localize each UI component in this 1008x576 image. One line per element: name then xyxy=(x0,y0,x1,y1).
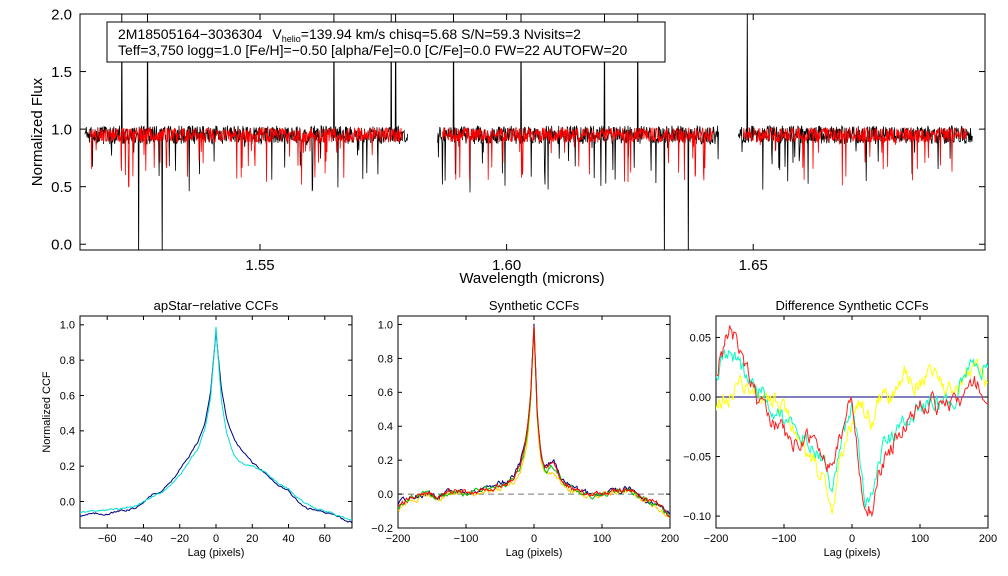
apstar-ccf-panel: −60 −40 −20 0 20 40 60 0.0 0.2 0.4 0.6 0.8 1.0 apSta… xyxy=(41,298,353,559)
apstar-ccf-title: apStar−relative CCFs xyxy=(154,298,279,313)
apstar_ccf-series-visit-1 xyxy=(80,329,352,524)
annotation-box xyxy=(106,21,666,63)
spectrum-xtick-label: 1.60 xyxy=(492,257,521,274)
difference-ccf-frame xyxy=(715,315,989,529)
synthetic_ccf-ytick-label: 1.0 xyxy=(378,319,393,331)
apstar-ccf-ylabel: Normalized CCF xyxy=(41,371,53,453)
synthetic_ccf-ytick-label: 0.2 xyxy=(378,455,393,467)
synthetic_ccf-ytick-label: 0.0 xyxy=(378,489,393,501)
difference_ccf-ytick-label: −0.05 xyxy=(683,451,711,463)
spectrum-ylabel: Normalized Flux xyxy=(29,77,46,186)
spectrum-lines xyxy=(84,14,973,250)
annotation-line1: 2M18505164−3036304 Vhelio=139.94 km/s chi… xyxy=(118,26,581,44)
difference_ccf-series-visit-1 xyxy=(716,358,988,515)
synthetic-ccf-panel: −200 −100 0 100 200 −0.2 0.0 0.2 0.4 0.6 0.8 1.0 Sy… xyxy=(371,298,679,559)
synthetic_ccf-series-visit-3 xyxy=(398,326,670,518)
synthetic-ccf-lines xyxy=(398,323,670,518)
difference_ccf-xtick-label: −100 xyxy=(772,533,797,545)
synthetic_ccf-ytick-label: 0.6 xyxy=(378,387,393,399)
difference-ccf-xlabel: Lag (pixels) xyxy=(824,547,881,559)
apstar_ccf-xtick-label: 40 xyxy=(282,533,294,545)
apstar_ccf-xtick-label: −40 xyxy=(134,533,153,545)
spectrum-ytick-label: 2.0 xyxy=(51,6,72,23)
apstar-ccf-xlabel: Lag (pixels) xyxy=(188,547,245,559)
spectrum-xlabel: Wavelength (microns) xyxy=(459,270,604,287)
spectrum-series-model xyxy=(89,126,968,188)
spectrum-ytick-label: 1.5 xyxy=(51,64,72,81)
synthetic_ccf-xtick-label: 100 xyxy=(593,533,611,545)
star-id: 2M18505164−3036304 xyxy=(118,26,263,42)
synthetic_ccf-ytick-label: 0.4 xyxy=(378,421,393,433)
difference_ccf-xtick-label: 200 xyxy=(979,533,997,545)
apstar_ccf-series-visit-2 xyxy=(80,326,352,521)
difference_ccf-series-visit-3 xyxy=(716,325,988,518)
synthetic_ccf-xtick-label: 0 xyxy=(531,533,537,545)
synthetic-ccf-ticks: −200 −100 0 100 200 −0.2 0.0 0.2 0.4 0.6 0.8 1.0 xyxy=(371,316,679,545)
apstar-ccf-frame xyxy=(79,315,353,529)
apstar_ccf-xtick-label: −20 xyxy=(170,533,189,545)
difference-ccf-panel: −200 −100 0 100 200 −0.10 −0.05 0.00 0.05 Differ… xyxy=(683,298,997,559)
difference_ccf-series-visit-2 xyxy=(716,348,988,508)
spectrum-ticks: 1.55 1.60 1.65 0.0 0.5 1.0 1.5 2.0 xyxy=(51,6,985,274)
v-prefix: V xyxy=(272,26,282,42)
synthetic_ccf-series-visit-2 xyxy=(398,328,670,518)
spectrum-frame xyxy=(79,13,986,251)
spectrum-xtick-label: 1.65 xyxy=(739,257,768,274)
difference_ccf-xtick-label: −200 xyxy=(704,533,729,545)
apstar_ccf-ytick-label: 0.2 xyxy=(60,461,75,473)
synthetic_ccf-ytick-label: −0.2 xyxy=(371,523,393,535)
difference_ccf-ytick-label: −0.10 xyxy=(683,511,711,523)
synthetic_ccf-ytick-label: 0.8 xyxy=(378,353,393,365)
synthetic_ccf-xtick-label: 200 xyxy=(661,533,679,545)
difference_ccf-xtick-label: 100 xyxy=(911,533,929,545)
difference-ccf-ticks: −200 −100 0 100 200 −0.10 −0.05 0.00 0.05 xyxy=(683,316,997,545)
synthetic_ccf-series-combined xyxy=(398,323,670,515)
spectrum-ytick-label: 1.0 xyxy=(51,121,72,138)
spectrum-plot-area xyxy=(84,14,973,250)
apstar_ccf-xtick-label: 20 xyxy=(246,533,258,545)
difference-ccf-lines xyxy=(716,325,988,518)
apstar_ccf-ytick-label: 0.6 xyxy=(60,390,75,402)
apstar_ccf-plot-area xyxy=(80,326,352,524)
apstar_ccf-ytick-label: 1.0 xyxy=(60,320,75,332)
apstar_ccf-ytick-label: 0.0 xyxy=(60,496,75,508)
spectrum-ytick-label: 0.5 xyxy=(51,179,72,196)
difference_ccf-plot-area xyxy=(716,325,988,518)
apstar_ccf-xtick-label: 0 xyxy=(213,533,219,545)
difference_ccf-xtick-label: 0 xyxy=(849,533,855,545)
v-value: =139.94 km/s chisq=5.68 S/N=59.3 Nvisits… xyxy=(301,26,581,42)
difference_ccf-ytick-label: 0.00 xyxy=(690,392,711,404)
apstar_ccf-ytick-label: 0.4 xyxy=(60,426,75,438)
spectrum-ytick-label: 0.0 xyxy=(51,236,72,253)
difference-ccf-title: Difference Synthetic CCFs xyxy=(776,298,929,313)
v-subscript: helio xyxy=(282,34,301,44)
apstar-ccf-lines xyxy=(80,326,352,524)
synthetic-ccf-xlabel: Lag (pixels) xyxy=(506,547,563,559)
annotation-line2: Teff=3,750 logg=1.0 [Fe/H]=−0.50 [alpha/… xyxy=(118,42,627,58)
synthetic-ccf-title: Synthetic CCFs xyxy=(489,298,580,313)
synthetic_ccf-xtick-label: −100 xyxy=(454,533,479,545)
apstar-ccf-ticks: −60 −40 −20 0 20 40 60 0.0 0.2 0.4 0.6 0.8 1.0 xyxy=(60,316,352,545)
synthetic_ccf-xtick-label: −200 xyxy=(386,533,411,545)
spectrum-panel: 1.55 1.60 1.65 0.0 0.5 1.0 1.5 2.0 Wavelength (… xyxy=(29,6,986,287)
apstar_ccf-xtick-label: −60 xyxy=(98,533,117,545)
difference_ccf-ytick-label: 0.05 xyxy=(690,332,711,344)
apstar_ccf-xtick-label: 60 xyxy=(319,533,331,545)
apstar_ccf-ytick-label: 0.8 xyxy=(60,355,75,367)
spectrum-xtick-label: 1.55 xyxy=(245,257,274,274)
synthetic_ccf-plot-area xyxy=(398,323,670,518)
